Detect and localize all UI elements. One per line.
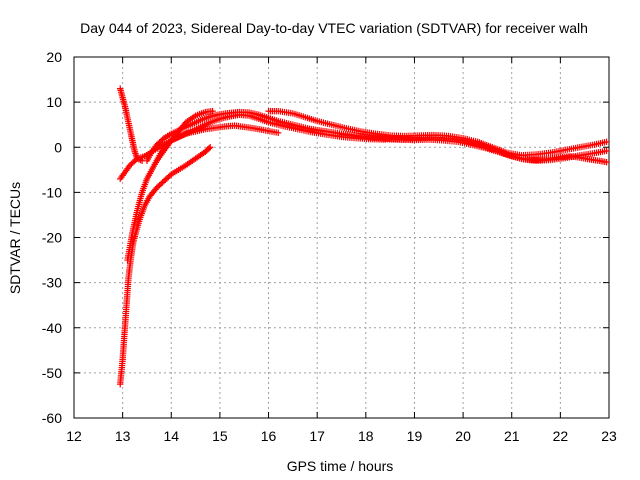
y-tick-label: 10 <box>46 94 62 110</box>
axes: 12 13 14 15 16 17 18 19 20 21 22 23 20 10 0 -10 -20 -30 -4… <box>42 49 617 444</box>
x-axis-label: GPS time / hours <box>287 458 394 474</box>
data-point <box>166 172 174 179</box>
x-tick-label: 16 <box>261 428 277 444</box>
data-point <box>603 147 610 155</box>
x-tick-label: 20 <box>455 428 471 444</box>
x-tick-label: 19 <box>407 428 423 444</box>
x-tick-label: 21 <box>504 428 520 444</box>
y-tick-label: 0 <box>54 139 62 155</box>
data-point <box>603 158 610 166</box>
data-point <box>206 144 214 151</box>
series-track-4 <box>124 107 216 264</box>
y-tick-label: -30 <box>42 275 62 291</box>
data-point <box>603 138 610 146</box>
series-track-1 <box>117 144 214 388</box>
data-point <box>205 145 213 152</box>
data-point <box>159 136 166 143</box>
data-markers <box>117 85 610 388</box>
y-tick-label: 20 <box>46 49 62 65</box>
x-tick-label: 18 <box>358 428 374 444</box>
x-tick-label: 15 <box>212 428 228 444</box>
y-axis-label: SDTVAR / TECUs <box>7 182 23 294</box>
x-tick-label: 14 <box>163 428 179 444</box>
series-track-6 <box>153 111 389 164</box>
data-point <box>132 156 139 164</box>
chart-title: Day 044 of 2023, Sidereal Day-to-day VTE… <box>80 20 588 36</box>
y-tick-label: -50 <box>42 365 62 381</box>
plot-frame <box>73 56 610 419</box>
x-tick-label: 22 <box>553 428 569 444</box>
series-track-9 <box>401 134 610 164</box>
y-tick-label: -40 <box>42 320 62 336</box>
data-point <box>275 129 282 137</box>
x-tick-label: 13 <box>115 428 131 444</box>
x-tick-label: 23 <box>601 428 617 444</box>
gridlines <box>74 57 609 418</box>
y-tick-label: -60 <box>42 410 62 426</box>
series-track-3 <box>117 122 282 183</box>
series-track-2 <box>117 85 146 164</box>
x-tick-label: 12 <box>66 428 82 444</box>
x-tick-label: 17 <box>309 428 325 444</box>
y-tick-label: -10 <box>42 184 62 200</box>
y-tick-label: -20 <box>42 230 62 246</box>
